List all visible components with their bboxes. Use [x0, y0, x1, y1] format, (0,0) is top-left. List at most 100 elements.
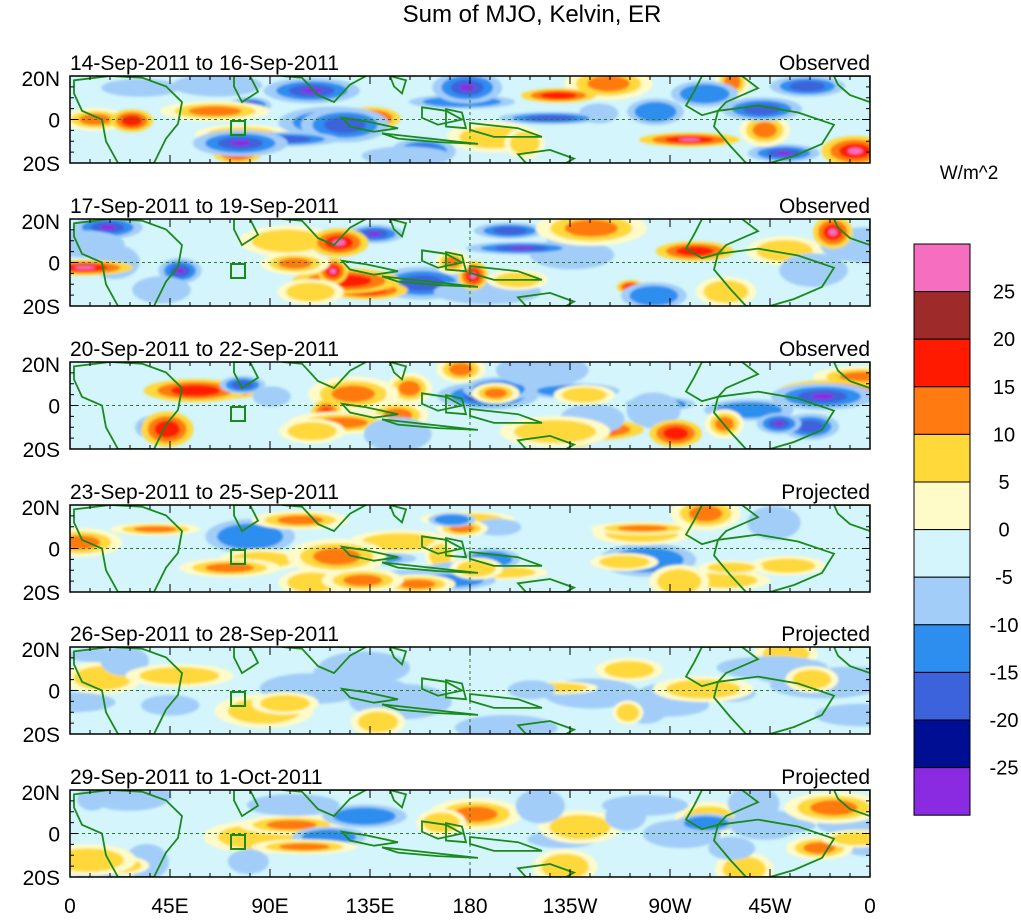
coastline	[281, 647, 367, 675]
coastline	[469, 121, 543, 138]
anomaly-contour	[285, 282, 336, 302]
anomaly-contour	[279, 843, 330, 851]
anomaly-contour	[312, 547, 361, 566]
coastline	[339, 402, 399, 419]
anomaly-contour	[549, 814, 611, 840]
coastline	[233, 76, 260, 104]
panel-status: Observed	[779, 195, 870, 218]
map-panel: 20-Sep-2011 to 22-Sep-2011 Observed 20N 0 20…	[21, 338, 871, 462]
colorbar-swatch	[913, 481, 971, 531]
colorbar-swatch	[913, 529, 971, 578]
latitude-tick-label: 20N	[21, 68, 60, 91]
anomaly-contour	[564, 219, 618, 237]
coastline	[713, 675, 836, 734]
anomaly-contour	[170, 385, 221, 397]
anomaly-contour	[70, 648, 135, 663]
anomaly-field	[70, 76, 870, 163]
coastline	[233, 219, 260, 247]
panel-status: Observed	[779, 338, 870, 361]
colorbar-label: -15	[990, 662, 1019, 684]
anomaly-contour	[617, 525, 668, 532]
reference-box	[230, 120, 246, 136]
coastline	[73, 362, 183, 449]
longitude-tick-label: 0	[64, 895, 76, 918]
map-panels: 14-Sep-2011 to 16-Sep-2011 Observed20N020…	[21, 52, 871, 890]
longitude-tick-label: 90E	[251, 895, 288, 918]
longitude-tick-label: 0	[864, 895, 876, 918]
coastline	[389, 76, 408, 95]
panel-status: Projected	[781, 766, 870, 789]
coastline	[469, 264, 543, 281]
anomaly-contour	[70, 230, 125, 258]
longitude-tick-label: 45W	[748, 895, 791, 918]
anomaly-contour	[260, 694, 310, 712]
anomaly-contour	[449, 362, 473, 376]
map-panel: 23-Sep-2011 to 25-Sep-2011 Projected 20N 0 2…	[21, 481, 871, 605]
coastline	[233, 790, 260, 818]
colorbar-label: -20	[990, 710, 1019, 732]
colorbar-label: -25	[990, 758, 1019, 780]
anomaly-contour	[525, 115, 576, 122]
colorbar-swatch	[913, 386, 971, 435]
anomaly-contour	[333, 807, 396, 825]
anomaly-contour	[775, 151, 792, 156]
latitude-tick-label: 0	[48, 539, 60, 562]
anomaly-contour	[484, 388, 508, 399]
anomaly-contour	[70, 535, 101, 550]
colorbar-label: -5	[995, 567, 1013, 589]
anomaly-contour	[509, 246, 534, 250]
anomaly-contour	[323, 116, 367, 134]
coastline	[389, 647, 408, 666]
colorbar-swatch	[913, 671, 971, 721]
coastline	[421, 820, 465, 840]
anomaly-contour	[99, 224, 116, 230]
latitude-tick-label: 20S	[23, 724, 60, 747]
coastline	[421, 249, 465, 269]
colorbar-swatch	[913, 719, 971, 769]
latitude-tick-label: 20N	[21, 782, 60, 805]
anomaly-contour	[665, 679, 741, 699]
longitude-tick-label: 90W	[648, 895, 691, 918]
anomaly-contour	[368, 231, 381, 236]
colorbar-label: 10	[993, 424, 1015, 446]
panel-date-range: 26-Sep-2011 to 28-Sep-2011	[70, 623, 339, 646]
coastline	[381, 703, 479, 716]
anomaly-contour	[722, 856, 766, 877]
coastline	[421, 677, 465, 697]
coastline	[833, 790, 870, 818]
panel-status: Projected	[781, 481, 870, 504]
anomaly-contour	[74, 265, 96, 270]
anomaly-contour	[747, 506, 801, 540]
anomaly-contour	[657, 569, 702, 592]
coastline	[389, 790, 408, 809]
anomaly-contour	[541, 853, 589, 877]
reference-box	[230, 406, 246, 422]
anomaly-contour	[796, 420, 825, 433]
anomaly-contour	[792, 669, 832, 690]
colorbar-label: 15	[993, 377, 1015, 399]
colorbar-swatch	[913, 767, 971, 816]
anomaly-contour	[363, 417, 432, 449]
longitude-tick-label: 180	[452, 895, 487, 918]
anomaly-contour	[227, 849, 269, 874]
longitude-tick-label: 45E	[151, 895, 188, 918]
anomaly-contour	[679, 84, 730, 104]
panel-date-range: 23-Sep-2011 to 25-Sep-2011	[70, 481, 339, 504]
anomaly-contour	[774, 421, 784, 426]
latitude-tick-label: 0	[48, 681, 60, 704]
coastline	[445, 107, 468, 130]
latitude-tick-label: 0	[48, 110, 60, 133]
latitude-tick-label: 0	[48, 396, 60, 419]
coastline	[73, 790, 183, 877]
coastline	[713, 104, 836, 163]
colorbar-swatch	[913, 576, 971, 626]
anomaly-contour	[830, 832, 870, 846]
anomaly-contour	[205, 563, 254, 573]
latitude-tick-label: 20S	[23, 296, 60, 319]
coastline	[445, 393, 468, 416]
anomaly-contour	[188, 106, 242, 117]
coastline	[389, 219, 408, 238]
coastline	[389, 505, 408, 524]
panel-date-range: 17-Sep-2011 to 19-Sep-2011	[70, 195, 339, 218]
